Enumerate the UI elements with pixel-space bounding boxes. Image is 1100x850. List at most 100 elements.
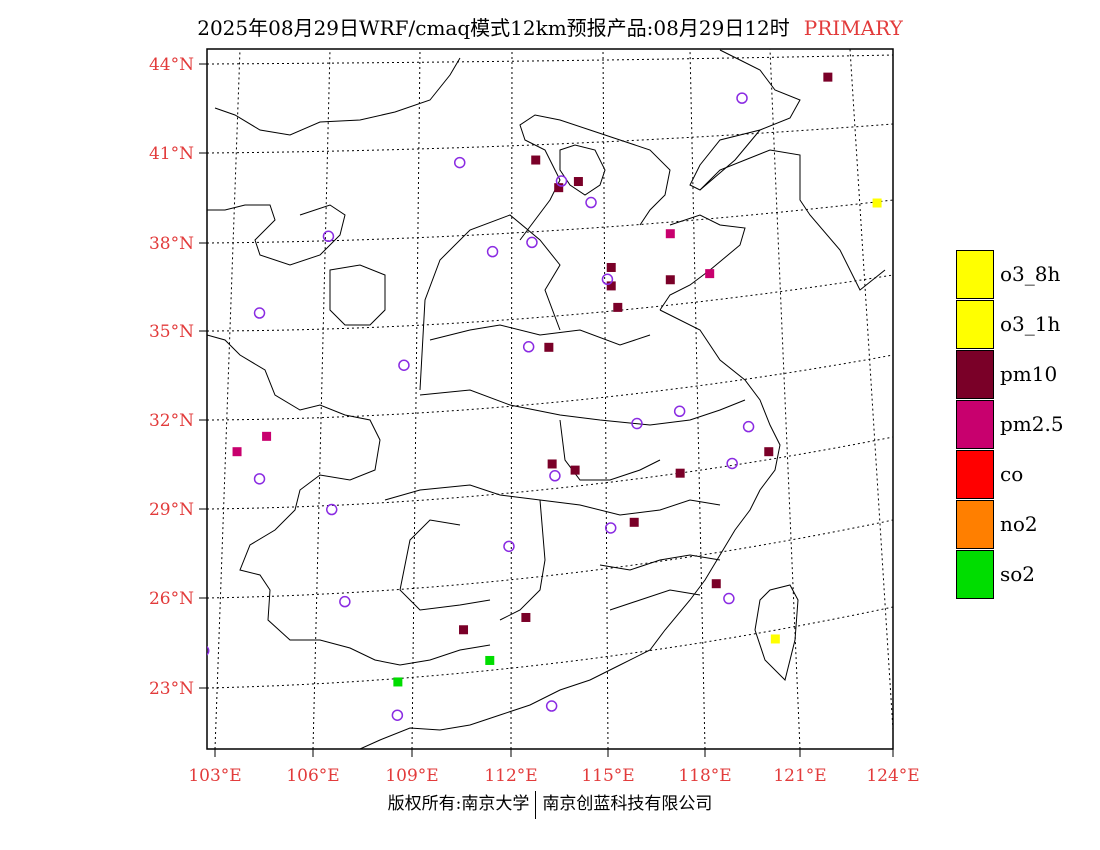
- pollutant-cell-o3_8h: [872, 198, 882, 208]
- lon-label: 115°E: [581, 766, 634, 786]
- footer-separator: [535, 790, 537, 819]
- legend-label: pm10: [1000, 362, 1058, 386]
- legend-item-o3-1h: o3_1h: [956, 299, 1064, 349]
- city-marker: [585, 196, 597, 209]
- copyright-owner: 版权所有:南京大学: [387, 794, 530, 814]
- lat-label: 29°N: [149, 500, 194, 520]
- legend: o3_8h o3_1h pm10 pm2.5 co no2 so2: [956, 249, 1064, 599]
- city-marker: [253, 307, 266, 319]
- longitude-axis: 103°E 106°E 109°E 112°E 115°E 118°E 121°E 124°E: [188, 749, 920, 786]
- pollutant-cells: [232, 72, 882, 687]
- lat-label: 35°N: [149, 322, 194, 342]
- title-text: 2025年08月29日WRF/cmaq模式12km预报产品:08月29日12时: [197, 16, 790, 40]
- legend-label: o3_1h: [1000, 312, 1061, 336]
- city-marker: [604, 522, 617, 534]
- city-marker: [545, 700, 558, 712]
- city-marker: [253, 473, 266, 485]
- city-marker: [322, 230, 335, 243]
- pollutant-cell-pm10: [547, 459, 557, 469]
- lon-label: 118°E: [678, 766, 731, 786]
- latitude-axis: 44°N 41°N 38°N 35°N 32°N 29°N 26°N 23°N: [149, 55, 207, 699]
- city-markers: [207, 92, 755, 721]
- copyright-company: 南京创蓝科技有限公司: [542, 794, 713, 814]
- city-marker: [398, 359, 410, 371]
- pollutant-cell-o3_8h: [770, 634, 780, 644]
- lat-label: 26°N: [149, 589, 194, 609]
- city-marker: [631, 417, 643, 430]
- legend-swatch: [956, 349, 994, 399]
- legend-item-pm25: pm2.5: [956, 399, 1064, 449]
- pollutant-cell-pm10: [606, 262, 616, 272]
- legend-swatch: [956, 299, 994, 349]
- city-marker: [207, 646, 210, 656]
- lon-label: 103°E: [188, 766, 241, 786]
- pollutant-cell-pm10: [629, 517, 639, 527]
- pollutant-cell-pm10: [606, 281, 616, 291]
- city-marker: [486, 245, 499, 258]
- lon-label: 121°E: [773, 766, 826, 786]
- city-marker: [723, 592, 735, 605]
- city-marker: [339, 595, 351, 608]
- pollutant-cell-pm10: [675, 468, 685, 478]
- pollutant-cell-pm10: [665, 275, 675, 285]
- pollutant-cell-pm10: [570, 465, 580, 475]
- legend-item-so2: so2: [956, 549, 1064, 599]
- lat-label: 38°N: [149, 234, 194, 254]
- pollutant-cell-pm10: [554, 183, 564, 193]
- city-marker: [673, 405, 686, 418]
- legend-swatch: [956, 399, 994, 449]
- legend-swatch: [956, 449, 994, 499]
- city-marker: [601, 273, 614, 286]
- map-frame: [206, 48, 894, 750]
- pollutant-cell-pm10: [823, 72, 833, 82]
- legend-item-pm10: pm10: [956, 349, 1064, 399]
- primary-tag: PRIMARY: [803, 16, 903, 40]
- city-marker: [453, 156, 466, 169]
- lon-label: 109°E: [385, 766, 438, 786]
- city-marker: [726, 457, 738, 470]
- legend-swatch: [956, 249, 994, 299]
- legend-label: o3_8h: [1000, 262, 1061, 286]
- legend-label: so2: [1000, 562, 1036, 586]
- lat-label: 32°N: [149, 411, 194, 431]
- lon-label: 112°E: [484, 766, 537, 786]
- city-marker: [549, 470, 561, 482]
- longitude-gridlines: [214, 49, 893, 749]
- pollutant-cell-so2: [485, 655, 495, 665]
- pollutant-cell-pm25: [665, 229, 675, 239]
- city-marker: [522, 341, 535, 353]
- pollutant-cell-pm25: [232, 447, 242, 457]
- pollutant-cell-pm10: [544, 342, 554, 352]
- coastline-borders: [207, 49, 886, 749]
- city-marker: [325, 503, 338, 516]
- legend-label: no2: [1000, 512, 1038, 536]
- pollutant-cell-pm10: [764, 447, 774, 457]
- legend-item-co: co: [956, 449, 1064, 499]
- legend-swatch: [956, 499, 994, 549]
- lat-label: 44°N: [149, 55, 194, 75]
- pollutant-cell-pm25: [705, 269, 715, 279]
- legend-label: co: [1000, 462, 1024, 486]
- city-marker: [526, 236, 538, 249]
- legend-item-o3-8h: o3_8h: [956, 249, 1064, 299]
- city-marker: [391, 709, 404, 721]
- copyright-footer: 版权所有:南京大学 南京创蓝科技有限公司: [0, 789, 1100, 819]
- pollutant-cell-pm10: [573, 177, 583, 187]
- city-marker: [736, 92, 748, 104]
- city-marker: [555, 175, 568, 187]
- city-marker: [742, 420, 755, 433]
- pollutant-cell-pm10: [521, 612, 531, 622]
- lon-label: 124°E: [866, 766, 919, 786]
- pollutant-cell-so2: [393, 677, 403, 687]
- lon-label: 106°E: [286, 766, 339, 786]
- legend-item-no2: no2: [956, 499, 1064, 549]
- pollutant-cell-pm10: [531, 155, 541, 165]
- legend-label: pm2.5: [1000, 412, 1064, 436]
- map-title: 2025年08月29日WRF/cmaq模式12km预报产品:08月29日12时 P…: [0, 12, 1100, 41]
- latitude-gridlines: [207, 54, 893, 689]
- lat-label: 41°N: [149, 144, 194, 164]
- pollutant-cell-pm10: [711, 579, 721, 589]
- pollutant-cell-pm10: [459, 625, 469, 635]
- pollutant-cell-pm10: [613, 302, 623, 312]
